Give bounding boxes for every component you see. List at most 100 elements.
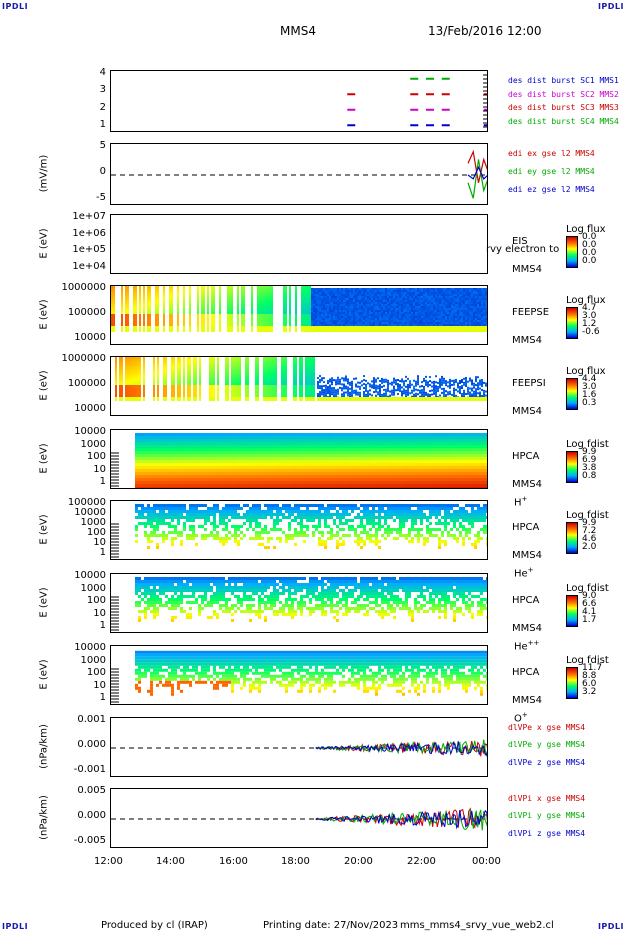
colorbar-tick: 6.6 [582, 599, 597, 609]
y-tick-label: 10000 [74, 570, 106, 581]
colorbar [566, 595, 578, 627]
dist-mark [347, 124, 356, 127]
y-tick-label: 1e+04 [72, 261, 106, 272]
instrument-label: HPCA [512, 667, 540, 678]
plot-hpcah [111, 433, 487, 488]
plot-hpcao [111, 650, 487, 703]
legend-entry: edi ey gse l2 MMS4 [508, 167, 595, 176]
plot-dist [347, 74, 487, 128]
series-line [315, 741, 487, 756]
colorbar-tick: 9.9 [582, 518, 597, 528]
legend-entry: dlVPi y gse MMS4 [508, 811, 586, 821]
y-tick-label: 0.000 [77, 810, 106, 821]
plot-dlvpe [111, 739, 487, 757]
plot-feepsi [115, 357, 487, 401]
y-tick-label: 1 [99, 476, 106, 487]
y-tick-label: 10 [93, 463, 106, 475]
legend-entry: dlVPi x gse MMS4 [508, 794, 586, 803]
y-tick-label: 0 [99, 166, 106, 177]
series-line [467, 159, 487, 199]
panel-hpcahepp [110, 573, 488, 633]
y-tick-label: 0.000 [77, 739, 106, 750]
x-tick-label: 14:00 [156, 856, 185, 867]
dist-mark [441, 124, 450, 127]
x-tick-label: 18:00 [281, 856, 310, 867]
y-tick-label: -0.005 [73, 835, 106, 846]
dist-mark [483, 108, 487, 111]
colorbar-tick: 3.0 [582, 382, 597, 392]
species-label: He+ [514, 566, 534, 580]
panel-edi [110, 143, 488, 205]
dist-mark [410, 108, 419, 111]
legend-entry: des dist burst SC4 MMS4 [508, 116, 619, 126]
dist-mark [483, 124, 487, 127]
footer-produced: Produced by cl (IRAP) [101, 920, 208, 931]
x-tick-label: 12:00 [94, 856, 123, 867]
y-tick-label: 100000 [67, 497, 106, 508]
y-tick-label: 1 [99, 692, 106, 703]
plot-eis [111, 215, 488, 274]
colorbar-title: Log fdist [566, 583, 609, 594]
colorbar-tick: 0.0 [582, 240, 597, 250]
colorbar-tick: 0.0 [582, 256, 597, 266]
colorbar [566, 451, 578, 483]
y-tick-label: 100 [86, 527, 106, 538]
y-tick-label: 1000 [80, 517, 106, 528]
plot-hpcahepp [111, 577, 487, 631]
plot-dlvpi [111, 807, 487, 831]
y-tick-label: 10000 [74, 426, 106, 437]
colorbar-tick: 0.3 [582, 398, 597, 408]
colorbar-title: Log flux [566, 224, 606, 235]
colorbar-title: Log flux [566, 295, 606, 306]
corner-logo: IPDLI [2, 922, 29, 931]
y-tick-label: 100000 [67, 378, 106, 389]
y-tick-label: 10000 [74, 642, 106, 653]
y-tick-label: 1 [99, 119, 106, 130]
colorbar-title: Log flux [566, 366, 606, 377]
instrument-label: FEEPSI [512, 378, 546, 389]
colorbar-tick: 6.9 [582, 455, 597, 465]
x-tick-label: 00:00 [472, 856, 501, 867]
colorbar-tick: 8.8 [582, 671, 597, 681]
y-tick-label: -0.001 [73, 764, 106, 775]
y-tick-label: 1e+07 [72, 211, 106, 222]
panel-feepse [110, 285, 488, 345]
colorbar-tick: 11.7 [582, 663, 603, 673]
y-tick-label: 10 [93, 537, 106, 548]
dist-mark [426, 124, 434, 127]
panel-dlvpe [110, 717, 488, 777]
instrument-label: MMS4 [512, 623, 542, 634]
dist-mark [410, 77, 419, 80]
panel-dist [110, 70, 488, 132]
plot-feepse [111, 286, 487, 332]
dist-mark [347, 108, 356, 111]
panel-hpcah [110, 429, 488, 489]
colorbar-tick: 9.9 [582, 447, 597, 457]
y-tick-label: 1000 [80, 582, 106, 594]
colorbar-tick: 7.2 [582, 526, 597, 536]
colorbar-tick: -0.6 [582, 327, 600, 337]
y-tick-label: 1000 [80, 438, 106, 450]
legend-entry: dlVPi z gse MMS4 [508, 828, 586, 838]
colorbar-title: Log fdist [566, 439, 609, 450]
legend-entry: des dist burst SC1 MMS1 [508, 76, 619, 85]
colorbar-title: Log fdist [566, 510, 609, 521]
colorbar-tick: 0.0 [582, 248, 597, 258]
x-tick-label: 16:00 [219, 856, 248, 867]
dist-mark [426, 108, 434, 111]
corner-logo: IPDLI [597, 922, 624, 931]
y-tick-label: 10000 [74, 403, 106, 414]
legend-entry: edi ex gse l2 MMS4 [508, 149, 595, 158]
instrument-label: EIS [512, 236, 528, 247]
dist-mark [441, 93, 450, 96]
x-tick-label: 20:00 [344, 856, 373, 867]
plot-hpcahe [111, 504, 487, 558]
footer-printing: Printing date: 27/Nov/2023 [263, 920, 399, 931]
colorbar-tick: 1.2 [582, 319, 597, 329]
y-tick-label: 10000 [74, 507, 106, 518]
colorbar-tick: 3.8 [582, 463, 597, 473]
legend-entry: dlVPe z gse MMS4 [508, 757, 586, 767]
plot-edi [111, 149, 487, 199]
series-line [467, 165, 487, 180]
dist-mark [483, 93, 487, 96]
